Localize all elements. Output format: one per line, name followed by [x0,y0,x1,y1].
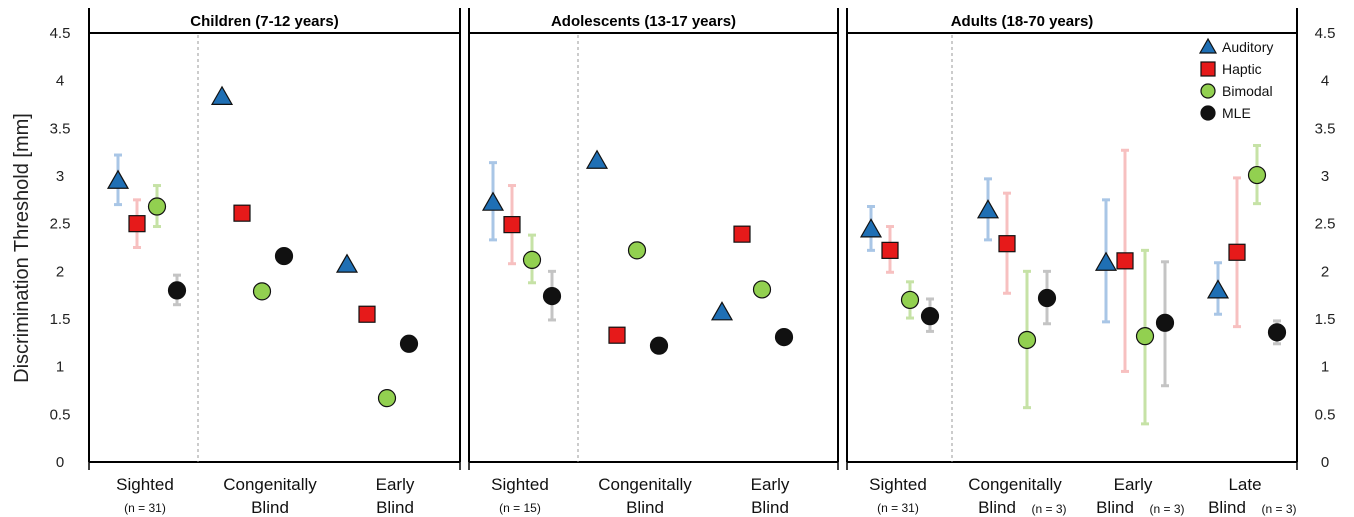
y-tick-left: 0.5 [50,406,71,423]
y-tick-left: 3.5 [50,120,71,137]
legend-marker-auditory [1198,37,1218,54]
group-label-line1: Late [1228,475,1261,494]
group-label-line2: Blind [978,498,1016,517]
group-label-line2: Blind [1096,498,1134,517]
group-label-line1: Congenitally [223,475,317,494]
group-n-label: (n = 3) [1261,502,1296,516]
bimodal-point [1017,330,1037,350]
group-label-line1: Congenitally [968,475,1062,494]
group-label-line2: Blind [376,498,414,517]
group-label: Sighted [869,475,927,494]
y-tick-left: 1.5 [50,311,71,328]
mle-point [649,336,669,355]
legend-label-bimodal: Bimodal [1222,83,1273,99]
bimodal-point [252,282,272,301]
mle-point [1155,313,1175,332]
bimodal-point [627,241,647,260]
group-label-line2: Blind [751,498,789,517]
group-label-line1: Early [1114,475,1153,494]
y-tick-right: 2 [1321,263,1329,280]
haptic-point [1228,243,1246,261]
group-n-label: (n = 3) [1149,502,1184,516]
auditory-point [859,218,883,238]
auditory-point [1094,251,1118,271]
group-n-label: (n = 31) [877,501,919,515]
y-tick-right: 3.5 [1315,120,1336,137]
panel-title: Children (7-12 years) [190,13,338,30]
y-tick-left: 2.5 [50,216,71,233]
bimodal-point [377,389,397,408]
y-tick-left: 4 [56,73,64,90]
haptic-point [233,204,251,222]
group-label: Sighted [491,475,549,494]
auditory-point [585,149,609,169]
legend-label-auditory: Auditory [1222,39,1273,55]
y-tick-right: 0 [1321,454,1329,471]
haptic-point [358,305,376,323]
group-label-line1: Early [751,475,790,494]
group-label-line2: Blind [251,498,289,517]
group-n-label: (n = 3) [1031,502,1066,516]
group-label-line1: Congenitally [598,475,692,494]
y-tick-left: 1 [56,359,64,376]
y-tick-right: 0.5 [1315,406,1336,423]
group-label: Sighted [116,475,174,494]
mle-point [542,287,562,306]
auditory-point [710,301,734,321]
bimodal-point [1247,165,1267,185]
bimodal-point [900,290,920,310]
mle-point [920,307,940,326]
mle-point [1037,288,1057,308]
panel-title: Adults (18-70 years) [951,13,1094,30]
y-tick-right: 1 [1321,359,1329,376]
legend-label-mle: MLE [1222,105,1251,121]
bimodal-point [752,280,772,299]
legend-label-haptic: Haptic [1222,61,1262,77]
y-tick-right: 2.5 [1315,216,1336,233]
legend-marker-bimodal [1200,83,1216,99]
auditory-point [210,85,234,105]
bimodal-point [522,250,542,269]
haptic-point [1116,252,1134,270]
panel-title: Adolescents (13-17 years) [551,13,736,30]
y-tick-left: 4.5 [50,25,71,42]
mle-point [774,328,794,347]
auditory-point [976,199,1000,219]
y-tick-right: 4.5 [1315,25,1336,42]
group-label-line1: Early [376,475,415,494]
group-n-label: (n = 31) [124,501,166,515]
y-tick-right: 1.5 [1315,311,1336,328]
haptic-point [733,225,751,243]
bimodal-point [1135,327,1155,346]
y-tick-right: 3 [1321,168,1329,185]
y-tick-left: 2 [56,263,64,280]
mle-point [399,334,419,353]
mle-point [274,246,294,266]
group-label-line2: Blind [1208,498,1246,517]
haptic-point [881,241,899,259]
auditory-point [335,253,359,273]
haptic-point [128,215,146,233]
group-n-label: (n = 15) [499,501,541,515]
auditory-point [1206,279,1230,299]
haptic-point [998,235,1016,253]
mle-point [1267,323,1287,342]
y-axis-label: Discrimination Threshold [mm] [11,113,33,383]
group-label-line2: Blind [626,498,664,517]
legend-marker-mle [1200,105,1216,121]
auditory-point [106,169,130,189]
haptic-point [608,326,626,344]
mle-point [167,281,187,300]
haptic-point [503,216,521,234]
auditory-point [481,191,505,211]
y-tick-left: 0 [56,454,64,471]
legend-marker-haptic [1200,61,1216,77]
bimodal-point [147,197,167,216]
y-tick-right: 4 [1321,73,1329,90]
y-tick-left: 3 [56,168,64,185]
